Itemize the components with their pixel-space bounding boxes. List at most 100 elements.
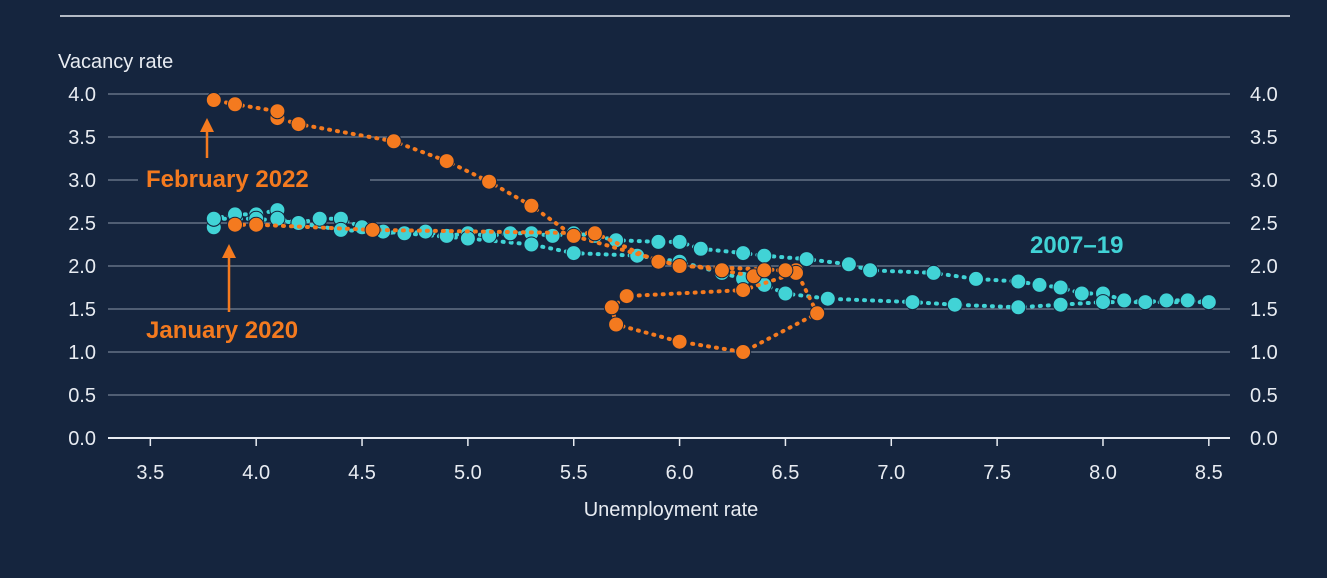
series-2020-22-point xyxy=(608,316,625,333)
series-2020-22-point xyxy=(290,116,307,133)
series-2007-19-point xyxy=(798,251,815,268)
y-axis-title: Vacancy rate xyxy=(58,51,173,73)
series-2007-19-point xyxy=(840,256,857,273)
x-tick-label: 5.0 xyxy=(454,462,482,484)
y-tick-label-left: 2.0 xyxy=(68,256,96,278)
y-tick-label-right: 2.5 xyxy=(1250,213,1278,235)
series-2020-22-point xyxy=(227,216,243,233)
series-2007-19-point xyxy=(819,290,836,307)
series-2007-19-point xyxy=(862,262,879,279)
series-2007-19-point xyxy=(565,245,582,262)
series-2007-19-point xyxy=(1073,285,1090,302)
y-tick-label-left: 0.5 xyxy=(68,385,96,407)
y-tick-label-right: 1.5 xyxy=(1250,299,1278,321)
x-tick-label: 5.5 xyxy=(560,462,588,484)
series-2007-19-point xyxy=(1052,296,1069,313)
annotation-february-2022-bg xyxy=(138,162,370,194)
series-2007-19-point xyxy=(671,233,688,250)
x-tick-label: 4.0 xyxy=(242,462,270,484)
series-2020-22-point xyxy=(523,197,540,214)
x-axis-title: Unemployment rate xyxy=(584,499,759,521)
series-2020-22-point xyxy=(586,225,603,242)
series-2007-19-point xyxy=(502,225,519,242)
series-2007-19-point xyxy=(1137,294,1154,311)
series-2007-19-point xyxy=(1010,299,1027,316)
series-2007-19-point xyxy=(735,245,752,262)
annotation-february-2022: February 2022 xyxy=(138,118,370,194)
y-tick-label-left: 1.0 xyxy=(68,342,96,364)
series-2020-22-point xyxy=(481,173,498,190)
x-tick-label: 7.0 xyxy=(877,462,905,484)
x-tick-label: 8.0 xyxy=(1089,462,1117,484)
series-2007-19-point xyxy=(523,236,540,253)
series-2007-19-point xyxy=(1158,292,1175,309)
series-2020-22-point xyxy=(777,262,794,279)
series-2007-19-point xyxy=(396,225,413,242)
series-2007-19-point xyxy=(1179,292,1196,309)
series-2007-19-point xyxy=(1010,273,1027,290)
series-2020-22-point xyxy=(385,133,402,150)
x-tick-label: 3.5 xyxy=(136,462,164,484)
x-tick-label: 4.5 xyxy=(348,462,376,484)
y-tick-label-right: 3.0 xyxy=(1250,170,1278,192)
annotation-january-2020-label: January 2020 xyxy=(146,317,298,344)
y-tick-label-right: 0.0 xyxy=(1250,428,1278,450)
annotation-february-2022-arrowhead xyxy=(200,118,214,132)
y-tick-label-right: 3.5 xyxy=(1250,127,1278,149)
y-tick-label-right: 2.0 xyxy=(1250,256,1278,278)
gridlines xyxy=(108,93,1230,446)
y-tick-label-left: 0.0 xyxy=(68,428,96,450)
y-tick-label-left: 4.0 xyxy=(68,84,96,106)
tick-labels: 0.0 0.0 0.5 0.5 1.0 1.0 1.5 1.5 2.0 2.0 2.5 2.5 3.0 3… xyxy=(68,84,1278,484)
x-tick-label: 8.5 xyxy=(1195,462,1223,484)
series-2007-19-point xyxy=(904,294,921,311)
series-2007-19-point xyxy=(290,215,307,231)
y-tick-label-right: 1.0 xyxy=(1250,342,1278,364)
series-layer xyxy=(205,92,1217,360)
series-2007-19-point xyxy=(777,285,794,302)
series-2007-19-point xyxy=(311,210,328,227)
series-2007-19-point xyxy=(1116,292,1133,309)
y-tick-label-right: 0.5 xyxy=(1250,385,1278,407)
y-tick-label-left: 2.5 xyxy=(68,213,96,235)
series-2007-19-point xyxy=(946,296,963,313)
series-2007-19-point xyxy=(1095,294,1111,311)
x-tick-label: 7.5 xyxy=(983,462,1011,484)
x-tick-label: 6.5 xyxy=(772,462,800,484)
series-2020-22-point xyxy=(603,299,620,316)
series-2020-22-point xyxy=(735,344,752,360)
x-tick-label: 6.0 xyxy=(666,462,694,484)
series-2020-22-point xyxy=(756,262,773,279)
series-2007-19-point xyxy=(1200,294,1217,311)
series-2007-19-point xyxy=(650,233,667,250)
annotation-january-2020: January 2020 xyxy=(146,244,298,344)
y-tick-label-right: 4.0 xyxy=(1250,84,1278,106)
y-tick-label-left: 3.5 xyxy=(68,127,96,149)
annotation-january-2020-arrowhead xyxy=(222,244,236,258)
series-2007-19-point xyxy=(1052,279,1069,296)
series-2007-19-point xyxy=(1031,276,1048,293)
series-2020-22-point xyxy=(650,253,667,270)
series-2007-19-point xyxy=(968,270,984,287)
series-2020-22-point xyxy=(269,103,286,120)
series-2020-22-point xyxy=(565,227,582,244)
series-2020-22-point xyxy=(438,153,455,170)
series-2007-19-point xyxy=(925,264,942,281)
series-2007-19-point xyxy=(205,210,222,227)
series-2020-22-point xyxy=(227,96,243,113)
series-2020-22-point xyxy=(713,262,730,279)
series-2020-22-point xyxy=(618,288,635,305)
series-2020-22 xyxy=(205,92,826,360)
y-tick-label-left: 1.5 xyxy=(68,299,96,321)
series-2007-19-point xyxy=(692,240,709,257)
annotation-2007-19-label: 2007–19 xyxy=(1030,232,1123,259)
series-2020-22-point xyxy=(248,216,265,233)
y-tick-label-left: 3.0 xyxy=(68,170,96,192)
series-2020-22-point xyxy=(735,282,752,299)
series-2020-22-point xyxy=(671,258,688,274)
annotation-february-2022-label: February 2022 xyxy=(146,166,309,193)
series-2020-22-point xyxy=(364,221,381,238)
series-2020-22-point xyxy=(205,92,222,108)
series-2020-22-line xyxy=(211,98,820,354)
